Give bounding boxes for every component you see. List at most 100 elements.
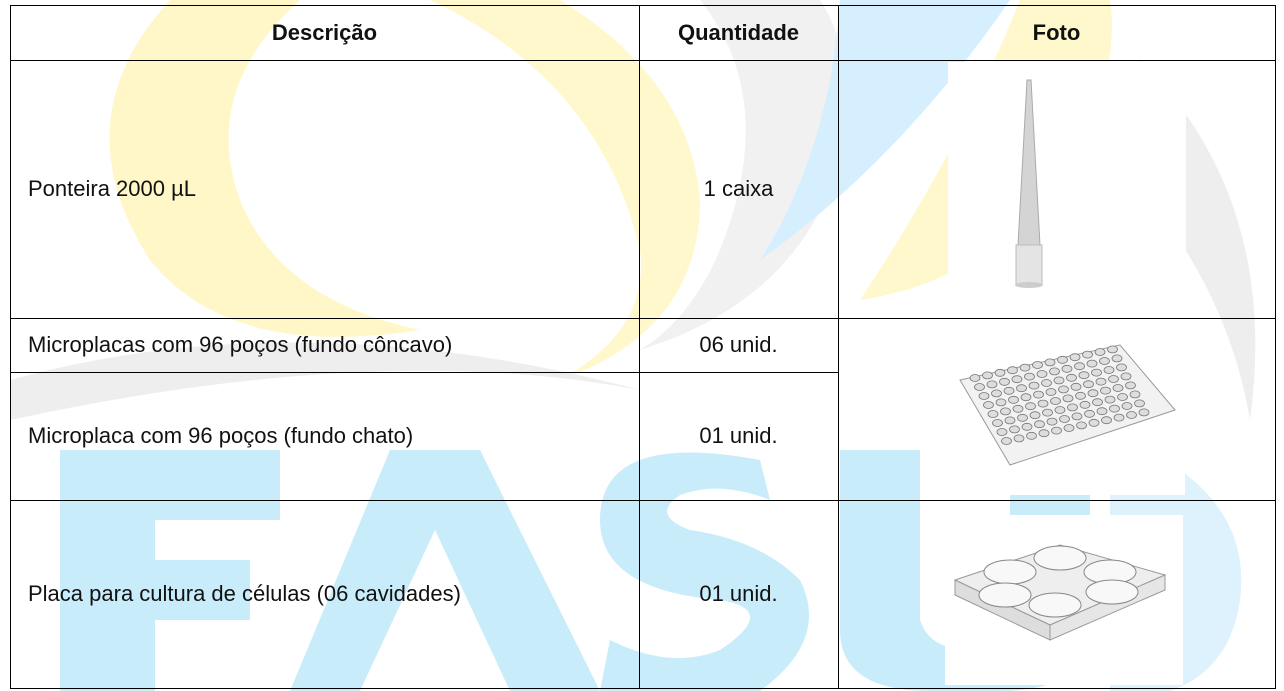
border (10, 688, 1276, 689)
well (1058, 385, 1069, 394)
wm-swoosh (760, 0, 1010, 260)
photo-pipette-tip (948, 62, 1186, 314)
well (1066, 373, 1077, 382)
wm-swoosh (10, 342, 640, 420)
well (1016, 384, 1027, 393)
wm-swoosh (109, 0, 420, 337)
border (10, 318, 1276, 319)
well (1103, 366, 1115, 374)
well (1032, 361, 1043, 369)
well (1034, 420, 1045, 429)
quantity: 01 unid. (699, 423, 778, 448)
well (1051, 426, 1062, 435)
well (1087, 389, 1099, 398)
well (1028, 381, 1040, 390)
well (1057, 355, 1068, 364)
well (1021, 422, 1033, 431)
well (982, 371, 993, 380)
well (1011, 375, 1023, 384)
well (1000, 407, 1011, 416)
well (1126, 411, 1137, 419)
well (1125, 381, 1136, 390)
well (1134, 399, 1145, 408)
well (1050, 397, 1061, 405)
well (1116, 363, 1127, 372)
well (969, 374, 981, 382)
well (1120, 372, 1132, 381)
well (1061, 364, 1073, 373)
header-cell: Foto (1032, 19, 1081, 45)
well (1099, 357, 1110, 365)
well (1076, 421, 1087, 430)
quantity: 06 unid. (699, 332, 778, 357)
wm-swoosh (430, 0, 700, 380)
well (1113, 413, 1125, 422)
well (1004, 416, 1016, 425)
well (1009, 425, 1020, 434)
description: Microplacas com 96 poços (fundo côncavo) (28, 332, 453, 357)
well (1101, 416, 1112, 425)
well (1013, 434, 1025, 443)
well (1007, 366, 1018, 375)
well (1041, 379, 1052, 387)
border (10, 500, 1276, 501)
well (994, 368, 1006, 377)
well (1104, 395, 1116, 404)
border (10, 60, 1276, 61)
well (983, 401, 994, 409)
well (1045, 388, 1057, 396)
border (639, 5, 640, 689)
border (10, 5, 1276, 6)
well (996, 428, 1008, 436)
well (1091, 368, 1102, 377)
well (1088, 418, 1100, 427)
well (1095, 377, 1107, 386)
border (838, 5, 839, 689)
well (995, 398, 1007, 407)
well (1025, 402, 1036, 411)
header-cell: Descrição (271, 19, 378, 45)
well (1107, 345, 1118, 354)
well (974, 383, 985, 391)
well (987, 410, 999, 418)
well (986, 380, 998, 389)
well (1019, 363, 1031, 372)
header-cell: Quantidade (677, 19, 799, 45)
well (978, 392, 990, 400)
well (1079, 400, 1091, 409)
well (1092, 398, 1103, 407)
well (1037, 399, 1049, 408)
well (1084, 409, 1095, 418)
well (1086, 359, 1098, 368)
well (1096, 407, 1108, 416)
well (1008, 395, 1019, 404)
well (1071, 412, 1083, 421)
well (1121, 402, 1133, 410)
well (1075, 391, 1086, 400)
well (1138, 408, 1150, 417)
well (991, 389, 1002, 398)
well (1083, 380, 1094, 389)
well (1100, 386, 1111, 395)
wm-swoosh (640, 0, 847, 350)
quantity: 01 unid. (699, 581, 778, 606)
well (1063, 424, 1075, 432)
well (1012, 404, 1024, 413)
well (1108, 375, 1119, 383)
well (1038, 429, 1050, 438)
well (1129, 390, 1141, 399)
well (1020, 393, 1032, 402)
well (999, 377, 1010, 386)
description: Ponteira 2000 µL (28, 176, 197, 201)
well (1046, 417, 1058, 426)
border (10, 372, 838, 373)
well (1069, 353, 1081, 362)
well (1029, 411, 1041, 420)
quantity: 1 caixa (703, 176, 774, 201)
well (1044, 358, 1056, 367)
well (1082, 350, 1093, 359)
well (1024, 372, 1035, 381)
border (10, 5, 11, 689)
